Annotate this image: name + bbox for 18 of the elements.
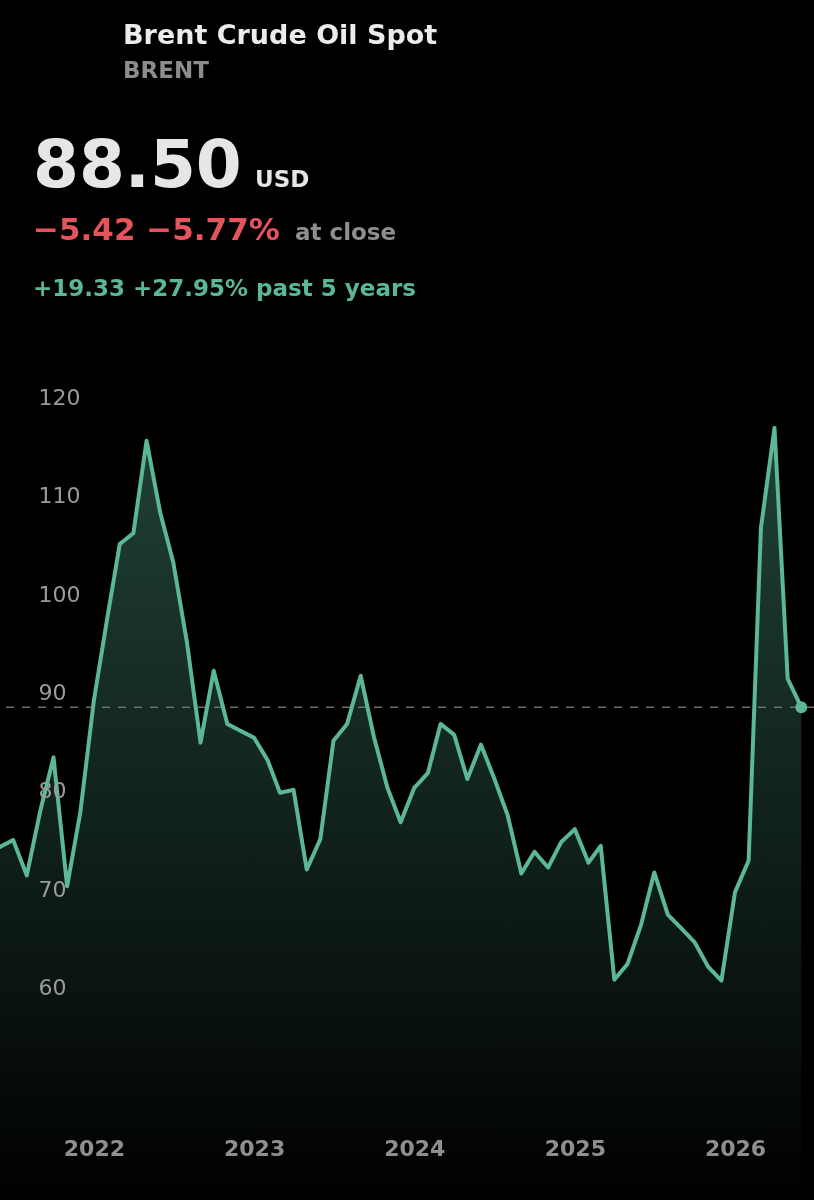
y-tick-label: 100: [38, 581, 81, 607]
x-tick-label: 2026: [704, 1135, 767, 1161]
y-tick-label: 110: [38, 483, 81, 509]
annotation: at close: [295, 219, 397, 245]
y-tick-label: 60: [38, 975, 67, 1001]
annotation: 88.50: [33, 126, 242, 203]
text: Brent Crude Oil Spot: [123, 19, 438, 50]
x-tick-label: 2023: [223, 1135, 286, 1161]
x-tick-label: 2024: [384, 1135, 446, 1161]
annotation: +19.33 +27.95% past 5 years: [33, 275, 416, 301]
x-tick-label: 2022: [63, 1135, 126, 1161]
annotation: −5.42 −5.77%: [33, 211, 280, 247]
y-tick-label: 90: [38, 679, 67, 705]
y-tick-label: 70: [38, 876, 67, 902]
x-tick-label: 2025: [544, 1135, 606, 1161]
annotation: USD: [255, 166, 310, 192]
text: BRENT: [123, 57, 210, 83]
y-tick-label: 120: [38, 384, 81, 410]
